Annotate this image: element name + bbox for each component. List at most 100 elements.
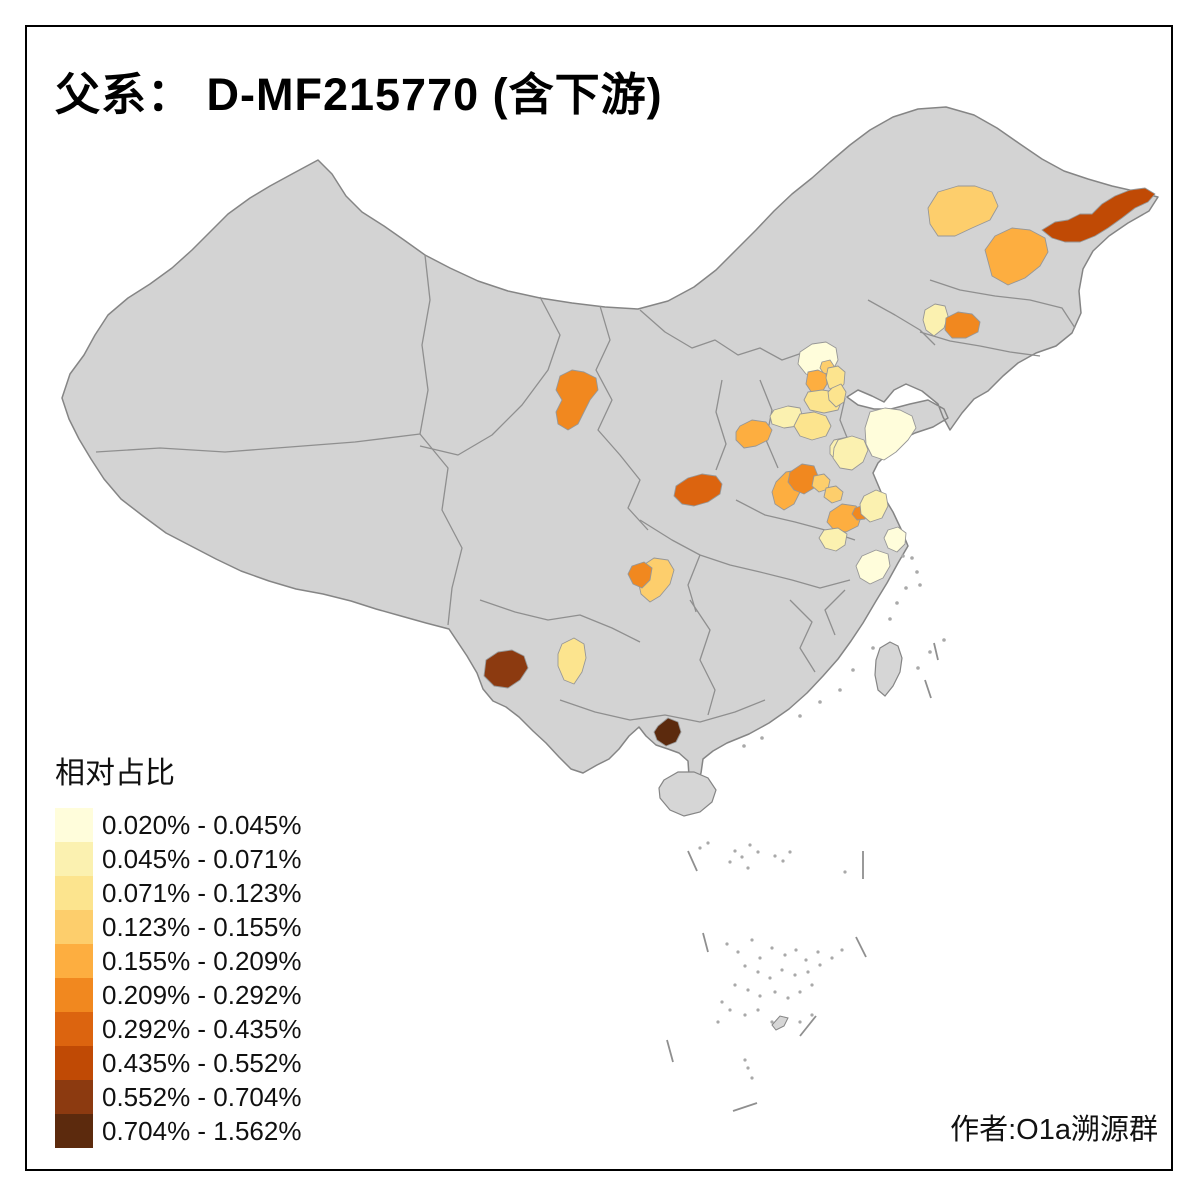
province-border-line <box>759 379 779 469</box>
prefecture-yunnan-central <box>557 637 587 685</box>
nine-dash-segment <box>702 932 709 953</box>
legend-row: 0.552% - 0.704% <box>55 1080 301 1114</box>
prefecture-zhejiang-north <box>855 549 891 585</box>
sea-island-dot <box>748 843 752 847</box>
legend-label: 0.045% - 0.071% <box>102 843 302 874</box>
sea-island-dot <box>806 970 810 974</box>
nine-dash-segment <box>933 642 939 661</box>
province-border-line <box>559 699 766 723</box>
prefecture-chongqing-city <box>627 561 653 589</box>
prefecture-ne-suihua <box>984 227 1049 286</box>
sea-island-dot <box>794 948 798 952</box>
province-border-line <box>919 331 1041 357</box>
province-border-line <box>824 589 846 636</box>
prefecture-anhui-mid <box>818 527 848 552</box>
sea-island-dot <box>798 1020 802 1024</box>
coastal-island-dot <box>918 583 922 587</box>
sea-island-dot <box>773 854 777 858</box>
legend-row: 0.155% - 0.209% <box>55 944 301 978</box>
coastal-island-dot <box>838 688 842 692</box>
coastal-island-dot <box>901 554 905 558</box>
nine-dash-segment <box>799 1015 817 1037</box>
province-border-line <box>789 599 816 673</box>
sea-island-dot <box>770 1020 774 1024</box>
sea-island-dot <box>733 983 737 987</box>
sea-island-dot <box>758 994 762 998</box>
legend-label: 0.209% - 0.292% <box>102 979 302 1010</box>
sea-island-dot <box>728 860 732 864</box>
coastal-island-dot <box>928 650 932 654</box>
sea-island-dot <box>773 990 777 994</box>
province-border-line <box>715 379 727 471</box>
prefecture-shijiazhuang <box>793 411 832 441</box>
province-border-line <box>479 599 641 643</box>
sea-island-dot <box>736 950 740 954</box>
prefecture-jilin-city <box>944 311 981 339</box>
sea-island-dot <box>743 1013 747 1017</box>
coastal-island-dot <box>851 668 855 672</box>
sea-island-dot <box>716 1020 720 1024</box>
legend-swatch <box>55 1012 93 1046</box>
nine-dash-segment <box>855 936 867 958</box>
legend-swatch <box>55 808 93 842</box>
sea-island-dot <box>740 855 744 859</box>
legend-row: 0.020% - 0.045% <box>55 808 301 842</box>
legend-swatch <box>55 978 93 1012</box>
sea-island-dot <box>818 963 822 967</box>
province-borders <box>95 254 1076 723</box>
legend: 相对占比 0.020% - 0.045% 0.045% - 0.071% 0.071… <box>55 748 301 1148</box>
sea-island-dot <box>756 850 760 854</box>
sea-island-dot <box>840 948 844 952</box>
legend-swatch <box>55 944 93 978</box>
sea-island-dot <box>756 970 760 974</box>
sea-island-dot <box>758 956 762 960</box>
prefecture-shaanxi-xian <box>673 473 723 507</box>
taiwan-island <box>874 641 903 697</box>
legend-label: 0.155% - 0.209% <box>102 945 302 976</box>
coastal-island-dot <box>818 700 822 704</box>
coastal-island-dot <box>915 570 919 574</box>
sea-island-dot <box>788 850 792 854</box>
sea-island-dot <box>793 973 797 977</box>
nine-dash-segment <box>924 679 932 699</box>
province-border-line <box>595 305 649 531</box>
coastal-island-dot <box>942 638 946 642</box>
islands-and-sea-features <box>658 554 946 1112</box>
province-border-line <box>639 309 806 361</box>
prefecture-gansu-lanzhou <box>555 369 599 431</box>
prefecture-south-border <box>653 717 682 747</box>
sea-island-dot <box>746 988 750 992</box>
legend-swatch <box>55 910 93 944</box>
nine-dash-segment <box>687 850 698 872</box>
legend-swatch <box>55 876 93 910</box>
legend-label: 0.704% - 1.562% <box>102 1115 302 1146</box>
coastal-island-dot <box>916 666 920 670</box>
prefecture-shanxi-taiyuan <box>735 419 773 449</box>
province-border-line <box>419 296 561 456</box>
sea-island-dot <box>783 953 787 957</box>
legend-swatch <box>55 1114 93 1148</box>
china-outline <box>61 106 1159 790</box>
coastal-island-dot <box>798 714 802 718</box>
coastal-island-dot <box>904 586 908 590</box>
province-border-line <box>639 519 851 589</box>
sea-island-dot <box>750 1076 754 1080</box>
nine-dash-segment <box>732 1102 758 1112</box>
sea-island-dot <box>843 870 847 874</box>
prefecture-ne-sanjiang <box>1041 187 1156 243</box>
legend-swatch <box>55 1046 93 1080</box>
legend-label: 0.071% - 0.123% <box>102 877 302 908</box>
legend-label: 0.435% - 0.552% <box>102 1047 302 1078</box>
province-border-line <box>95 433 421 453</box>
province-border-line <box>419 254 431 435</box>
province-border-line <box>867 299 936 346</box>
sea-island-dot <box>830 956 834 960</box>
prefecture-ne-qiqihar <box>927 185 999 237</box>
sea-island-dot <box>725 942 729 946</box>
legend-rows: 0.020% - 0.045% 0.045% - 0.071% 0.071% - 0… <box>55 808 301 1148</box>
sea-island-dot <box>770 946 774 950</box>
legend-swatch <box>55 1080 93 1114</box>
legend-label: 0.552% - 0.704% <box>102 1081 302 1112</box>
legend-label: 0.123% - 0.155% <box>102 911 302 942</box>
